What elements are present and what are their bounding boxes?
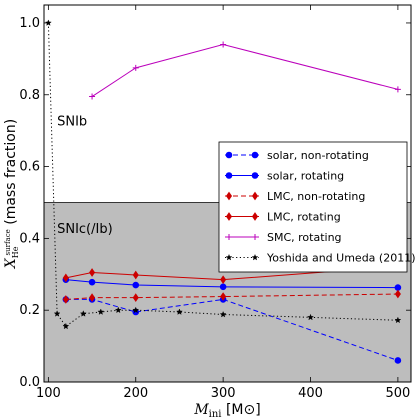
region-label-1: SNIc(/Ib) bbox=[57, 222, 113, 237]
y-tick-label-4: 0.8 bbox=[19, 88, 40, 103]
legend-marker-a-0 bbox=[225, 151, 233, 159]
region-label-0: SNIb bbox=[57, 114, 87, 129]
series-5-point-5 bbox=[114, 306, 122, 314]
y-tick-label-0: 0.0 bbox=[19, 375, 40, 390]
series-0-point-4 bbox=[394, 357, 402, 364]
x-tick-label-2: 300 bbox=[211, 386, 236, 401]
series-4 bbox=[89, 41, 401, 100]
x-tick-label-3: 400 bbox=[298, 386, 323, 401]
legend-marker-b-0 bbox=[251, 151, 259, 159]
legend-marker-a-5 bbox=[225, 253, 233, 261]
legend-marker-b-5 bbox=[251, 253, 259, 261]
legend-entry-5: Yoshida and Umeda (2011) bbox=[225, 252, 416, 265]
series-2-point-0 bbox=[62, 295, 69, 304]
legend-entry-3: LMC, rotating bbox=[225, 211, 341, 224]
legend: solar, non-rotating solar, rotating LMC, n… bbox=[218, 141, 416, 273]
series-5-point-1 bbox=[53, 310, 61, 317]
legend-marker-b-3 bbox=[251, 212, 259, 221]
series-3-point-3 bbox=[220, 275, 227, 284]
legend-entry-0: solar, non-rotating bbox=[225, 149, 369, 162]
series-1-point-2 bbox=[132, 281, 140, 289]
legend-label-2: LMC, non-rotating bbox=[267, 190, 365, 203]
series-line-2 bbox=[65, 293, 398, 300]
plot-frame bbox=[43, 4, 412, 383]
legend-entry-1: solar, rotating bbox=[225, 170, 344, 183]
legend-entry-4: SMC, rotating bbox=[225, 231, 342, 244]
x-tick-label-1: 200 bbox=[123, 386, 148, 401]
series-5-point-9 bbox=[307, 313, 314, 321]
series-2-point-2 bbox=[132, 293, 139, 302]
series-2-point-1 bbox=[89, 293, 96, 302]
series-1-point-1 bbox=[88, 278, 96, 286]
x-axis-label: Mini [M⊙] bbox=[193, 402, 260, 420]
series-3-point-1 bbox=[89, 268, 96, 277]
series-5-point-7 bbox=[176, 308, 183, 315]
legend-marker-a-1 bbox=[225, 172, 233, 179]
series-4-point-3 bbox=[394, 86, 401, 93]
x-tick-label-0: 100 bbox=[36, 386, 61, 401]
legend-label-1: solar, rotating bbox=[267, 170, 344, 183]
legend-box bbox=[218, 141, 408, 273]
legend-marker-a-2 bbox=[225, 191, 233, 201]
legend-marker-b-2 bbox=[251, 191, 259, 201]
series-5-point-3 bbox=[79, 310, 87, 317]
series-3-point-0 bbox=[62, 273, 69, 283]
y-tick-label-2: 0.4 bbox=[19, 231, 40, 246]
y-tick-label-5: 1.0 bbox=[19, 16, 40, 31]
series-1-point-4 bbox=[394, 284, 402, 291]
series-5-point-6 bbox=[132, 306, 140, 314]
series-5-point-8 bbox=[219, 310, 227, 318]
series-4-point-1 bbox=[132, 64, 139, 71]
x-tick-label-4: 500 bbox=[385, 386, 410, 401]
legend-label-4: SMC, rotating bbox=[267, 231, 342, 244]
legend-marker-b-4 bbox=[252, 234, 258, 240]
legend-entry-2: LMC, non-rotating bbox=[225, 190, 365, 203]
legend-label-0: solar, non-rotating bbox=[267, 149, 369, 162]
series-5-point-4 bbox=[97, 308, 105, 315]
series-5-point-10 bbox=[394, 316, 402, 324]
series-line-4 bbox=[91, 43, 399, 97]
legend-marker-b-1 bbox=[251, 172, 259, 179]
y-tick-label-1: 0.2 bbox=[19, 303, 40, 318]
series-3-point-2 bbox=[132, 270, 139, 280]
series-1-point-3 bbox=[219, 283, 227, 291]
y-axis-label: XHesurface (mass fraction) bbox=[3, 119, 20, 269]
series-5-point-2 bbox=[62, 322, 70, 330]
series-1 bbox=[62, 276, 402, 291]
legend-label-5: Yoshida and Umeda (2011) bbox=[266, 252, 416, 265]
y-tick-label-3: 0.6 bbox=[19, 160, 40, 175]
legend-marker-a-3 bbox=[225, 212, 233, 221]
series-line-0 bbox=[65, 298, 399, 361]
legend-label-3: LMC, rotating bbox=[267, 211, 341, 224]
series-4-point-0 bbox=[89, 93, 96, 100]
series-2-point-4 bbox=[394, 289, 401, 299]
labels-layer: SNIb SNIc(/Ib) Mini [M⊙] XHesurface (mass f… bbox=[3, 114, 261, 420]
series-2-point-3 bbox=[220, 292, 227, 301]
series-4-point-2 bbox=[220, 41, 227, 48]
legend-marker-a-4 bbox=[226, 234, 232, 240]
series-2 bbox=[62, 289, 401, 304]
